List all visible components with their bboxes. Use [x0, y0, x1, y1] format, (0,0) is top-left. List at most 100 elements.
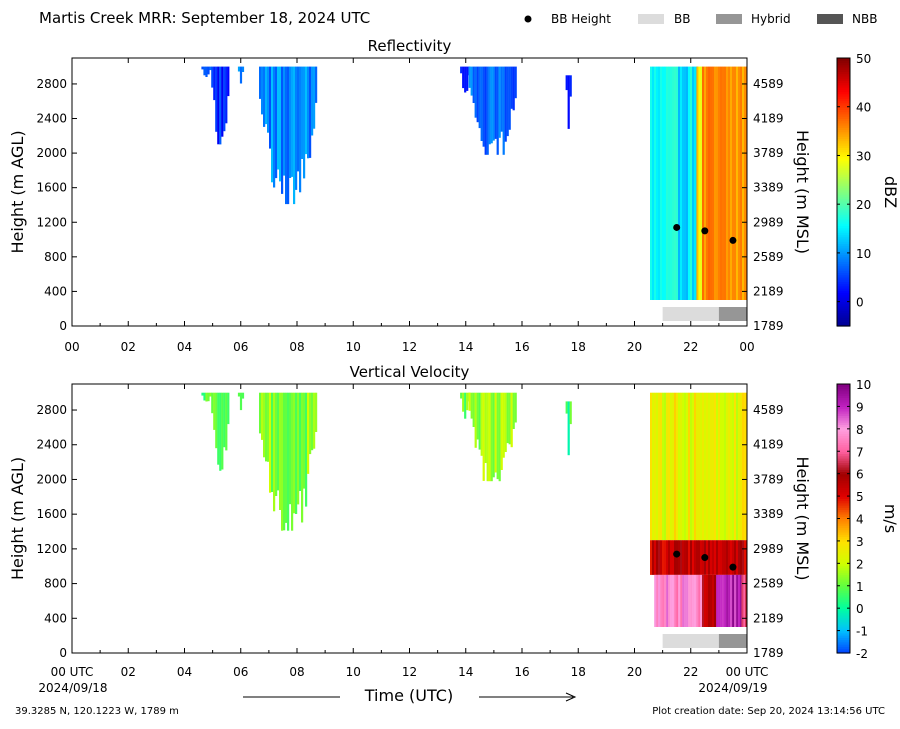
echo-strip	[712, 540, 715, 575]
echo-strip	[736, 574, 739, 627]
echo-strip	[732, 392, 735, 541]
y-tick-label: 2800	[36, 403, 67, 417]
colorbar-segment	[837, 238, 850, 242]
x-tick-label: 14	[458, 665, 473, 679]
echo-strip	[201, 66, 204, 70]
y-tick-label: 2400	[36, 438, 67, 452]
colorbar-segment	[837, 522, 850, 526]
colorbar-segment	[837, 95, 850, 99]
colorbar-segment	[837, 639, 850, 643]
echo-strip	[496, 392, 499, 480]
echo-strip	[209, 392, 212, 397]
echo-strip	[716, 540, 719, 575]
figure-title: Martis Creek MRR: September 18, 2024 UTC	[39, 9, 370, 27]
colorbar-segment	[837, 516, 850, 520]
colorbar-segment	[837, 203, 850, 206]
colorbar-segment	[837, 406, 850, 410]
bb-type-bar-hybrid	[718, 307, 747, 321]
echo-strip	[241, 392, 245, 399]
echo-strip	[690, 574, 693, 627]
echo-strip	[672, 392, 675, 541]
echo-strip	[708, 574, 711, 627]
echo-strip	[744, 540, 747, 575]
colorbar-segment	[837, 433, 850, 437]
colorbar-segment	[837, 98, 850, 102]
echo-strip	[291, 66, 294, 177]
echo-strip	[311, 392, 314, 451]
echo-strip	[708, 392, 711, 541]
echo-strip	[734, 574, 737, 627]
echo-strip	[514, 392, 517, 423]
colorbar-segment	[837, 259, 850, 262]
echo-strip	[307, 66, 310, 159]
colorbar-segment	[837, 136, 850, 139]
echo-strip	[662, 66, 665, 300]
colorbar-segment	[837, 185, 850, 189]
y-right-tick-label: 2189	[753, 611, 784, 625]
echo-strip	[742, 66, 745, 300]
colorbar-segment	[837, 469, 850, 473]
colorbar-segment	[837, 473, 850, 477]
colorbar-segment	[837, 129, 850, 133]
legend-bb-height-label: BB Height	[551, 12, 611, 26]
echo-strip	[658, 574, 661, 627]
echo-strip	[283, 392, 286, 531]
echo-strip	[496, 66, 499, 155]
echo-strip	[315, 392, 318, 432]
echo-strip	[567, 75, 570, 129]
echo-strip	[311, 66, 314, 136]
colorbar-segment	[837, 594, 850, 598]
bb-height-marker	[673, 550, 681, 558]
panel-title: Vertical Velocity	[350, 363, 470, 381]
colorbar-segment	[837, 514, 850, 517]
echo-strip	[297, 66, 300, 172]
y-right-tick-label: 2989	[753, 215, 784, 229]
y-right-tick-label: 1789	[753, 646, 784, 660]
x-tick-label: 20	[627, 665, 642, 679]
echo-strip	[694, 66, 697, 300]
colorbar-segment	[837, 323, 850, 327]
y-tick-label: 0	[59, 319, 67, 333]
echo-strip	[217, 66, 220, 145]
colorbar-segment	[837, 507, 850, 511]
colorbar-segment	[837, 478, 850, 481]
echo-strip	[698, 540, 701, 575]
echo-strip	[686, 540, 689, 575]
colorbar-segment	[837, 608, 850, 612]
echo-strip	[692, 574, 695, 627]
echo-strip	[682, 574, 685, 627]
colorbar-segment	[837, 644, 850, 647]
colorbar-segment	[837, 93, 850, 97]
echo-strip	[666, 392, 669, 541]
colorbar-segment	[837, 162, 850, 166]
colorbar-segment	[837, 424, 850, 428]
colorbar-segment	[837, 301, 850, 305]
echo-strip	[708, 540, 711, 575]
echo-strip	[303, 66, 306, 179]
echo-strip	[722, 574, 725, 627]
colorbar-segment	[837, 80, 850, 84]
colorbar-segment	[837, 272, 850, 276]
echo-strip	[690, 540, 693, 575]
y-right-tick-label: 4189	[753, 112, 784, 126]
colorbar-segment	[837, 457, 850, 461]
echo-strip	[221, 66, 224, 137]
echo-strip	[738, 66, 741, 300]
colorbar-segment	[837, 587, 850, 591]
colorbar-segment	[837, 102, 850, 106]
colorbar-segment	[837, 558, 850, 562]
x-tick-label: 10	[346, 665, 361, 679]
colorbar-segment	[837, 147, 850, 151]
echo-strip	[466, 66, 469, 91]
echo-strip	[726, 392, 729, 541]
echo-strip	[730, 574, 733, 627]
colorbar: 0 10 20 30 40 50	[836, 52, 871, 327]
colorbar-segment	[837, 58, 850, 61]
colorbar-segment	[837, 317, 850, 320]
y-tick-label: 1200	[36, 542, 67, 556]
echo-strip	[680, 392, 683, 541]
x-tick-label: 16	[514, 340, 529, 354]
colorbar-segment	[837, 437, 850, 441]
colorbar-tick-label: 40	[856, 101, 871, 115]
colorbar-segment	[837, 491, 850, 495]
